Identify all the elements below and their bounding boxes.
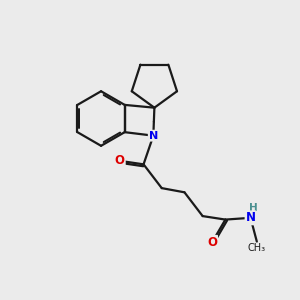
Text: H: H bbox=[249, 203, 258, 213]
Text: N: N bbox=[149, 131, 158, 141]
Text: CH₃: CH₃ bbox=[248, 243, 266, 254]
Text: O: O bbox=[207, 236, 217, 249]
Text: N: N bbox=[245, 211, 256, 224]
Text: O: O bbox=[115, 154, 125, 167]
